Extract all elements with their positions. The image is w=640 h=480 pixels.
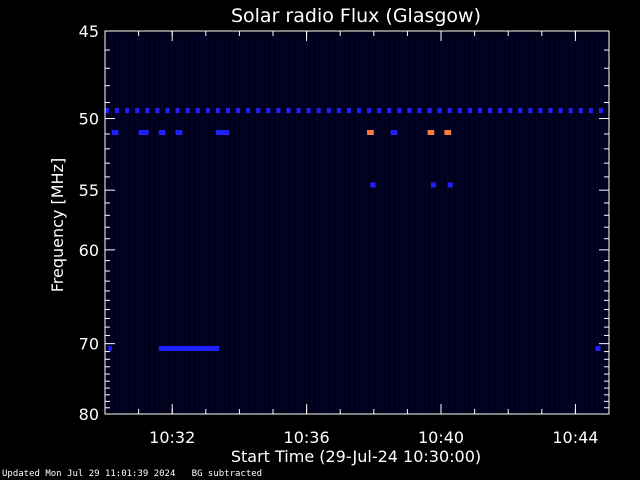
- emission-tick: [488, 108, 493, 114]
- emission-tick: [195, 108, 200, 114]
- emission-tick: [548, 108, 553, 114]
- emission-tick: [336, 108, 341, 114]
- emission-tick: [397, 108, 402, 114]
- emission-dash: [158, 345, 220, 351]
- x-axis-label: Start Time (29-Jul-24 10:30:00): [231, 447, 481, 466]
- emission-tick: [215, 108, 220, 114]
- emission-dash: [444, 129, 452, 135]
- emission-tick: [498, 108, 503, 114]
- emission-tick: [578, 108, 583, 114]
- emission-tick: [467, 108, 472, 114]
- emission-tick: [457, 108, 462, 114]
- emission-dash: [427, 129, 435, 135]
- emission-dash: [138, 129, 149, 135]
- y-axis-label: Frequency [MHz]: [48, 158, 67, 292]
- emission-tick: [588, 108, 593, 114]
- emission-tick: [508, 108, 513, 114]
- emission-tick: [225, 108, 230, 114]
- emission-features: [105, 108, 603, 351]
- x-tick-label: 10:36: [284, 428, 330, 447]
- emission-tick: [125, 108, 130, 114]
- emission-tick: [598, 108, 603, 114]
- emission-dash: [215, 129, 230, 135]
- emission-dash: [175, 129, 183, 135]
- emission-tick: [236, 108, 241, 114]
- emission-tick: [205, 108, 210, 114]
- emission-tick: [568, 108, 573, 114]
- y-axis-ticks: 45 50 55 60 70 80: [79, 22, 609, 424]
- emission-dash: [111, 129, 119, 135]
- y-tick-label: 50: [79, 110, 99, 129]
- updated-timestamp: Updated Mon Jul 29 11:01:39 2024: [2, 469, 176, 479]
- y-tick-label: 60: [79, 241, 99, 260]
- emission-tick: [276, 108, 281, 114]
- footer: Updated Mon Jul 29 11:01:39 2024 BG subt…: [2, 469, 262, 479]
- emission-tick: [357, 108, 362, 114]
- plot-background: [105, 31, 609, 414]
- emission-dash: [370, 182, 376, 188]
- emission-tick: [417, 108, 422, 114]
- bg-subtracted-note: BG subtracted: [191, 469, 263, 479]
- plot-frame: [104, 30, 610, 415]
- emission-tick: [437, 108, 442, 114]
- emission-tick: [175, 108, 180, 114]
- emission-dash: [595, 345, 601, 351]
- y-tick-label: 55: [79, 181, 99, 200]
- emission-tick: [407, 108, 412, 114]
- emission-dash: [390, 129, 398, 135]
- emission-tick: [528, 108, 533, 114]
- y-tick-label: 80: [79, 405, 99, 424]
- emission-tick: [538, 108, 543, 114]
- y-tick-label: 45: [79, 22, 99, 41]
- y-tick-label: 70: [79, 335, 99, 354]
- x-tick-label: 10:40: [418, 428, 464, 447]
- emission-tick: [518, 108, 523, 114]
- emission-tick: [256, 108, 261, 114]
- emission-tick: [165, 108, 170, 114]
- emission-tick: [367, 108, 372, 114]
- emission-tick: [558, 108, 563, 114]
- emission-dash: [430, 182, 436, 188]
- emission-tick: [286, 108, 291, 114]
- emission-tick: [155, 108, 160, 114]
- emission-tick: [145, 108, 150, 114]
- emission-tick: [296, 108, 301, 114]
- emission-tick: [316, 108, 321, 114]
- chart-title: Solar radio Flux (Glasgow): [231, 5, 481, 27]
- emission-tick: [447, 108, 452, 114]
- emission-tick: [387, 108, 392, 114]
- emission-tick: [346, 108, 351, 114]
- emission-tick: [377, 108, 382, 114]
- emission-tick: [266, 108, 271, 114]
- emission-dash: [108, 345, 112, 351]
- emission-tick: [105, 108, 110, 114]
- emission-dash: [367, 129, 374, 135]
- emission-tick: [115, 108, 120, 114]
- emission-dash: [447, 182, 453, 188]
- emission-tick: [135, 108, 140, 114]
- x-axis-ticks: 10:32 10:36 10:40 10:44: [104, 31, 610, 447]
- emission-tick: [477, 108, 482, 114]
- emission-tick: [246, 108, 251, 114]
- emission-dash: [158, 129, 166, 135]
- emission-tick: [326, 108, 331, 114]
- emission-tick: [306, 108, 311, 114]
- x-tick-label: 10:44: [552, 428, 598, 447]
- emission-tick: [185, 108, 190, 114]
- emission-tick: [427, 108, 432, 114]
- axes-box: [104, 30, 610, 415]
- x-tick-label: 10:32: [149, 428, 195, 447]
